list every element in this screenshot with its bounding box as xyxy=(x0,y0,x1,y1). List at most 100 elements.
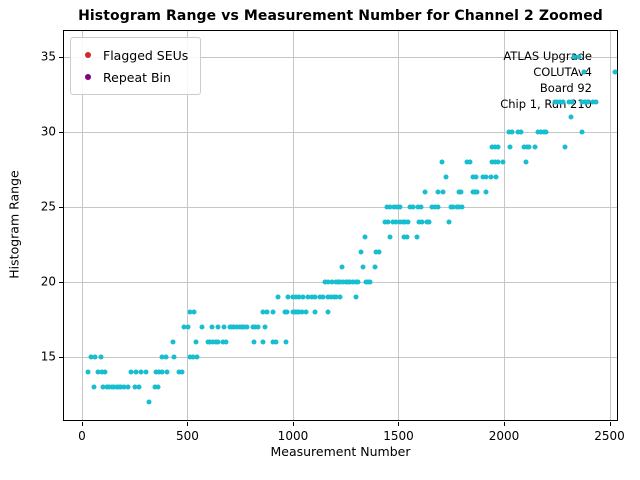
data-point xyxy=(317,294,323,300)
data-point xyxy=(372,264,378,270)
data-point xyxy=(571,54,577,60)
data-point xyxy=(387,204,393,210)
x-gridline xyxy=(81,31,83,420)
flagged-seus-marker-icon xyxy=(85,52,91,58)
data-point xyxy=(422,189,428,195)
data-point xyxy=(483,189,489,195)
x-gridline xyxy=(187,31,189,420)
plot-area: 0 500 1000 1500 2000 2500 15 20 25 30 35 xyxy=(41,30,625,443)
data-point xyxy=(215,324,221,330)
data-point xyxy=(541,129,547,135)
data-point xyxy=(612,69,618,75)
data-point xyxy=(325,294,331,300)
data-point xyxy=(552,99,558,105)
data-point xyxy=(385,219,391,225)
data-point xyxy=(273,339,279,345)
data-point xyxy=(270,339,276,345)
annotation-line-1: ATLAS Upgrade xyxy=(503,49,592,63)
y-tick-label: 20 xyxy=(40,274,56,289)
data-point xyxy=(283,339,289,345)
x-tick xyxy=(398,422,400,426)
data-point xyxy=(569,99,575,105)
data-point xyxy=(470,189,476,195)
data-point xyxy=(521,144,527,150)
data-point xyxy=(405,219,411,225)
data-point xyxy=(303,309,309,315)
data-point xyxy=(523,159,528,165)
data-point xyxy=(401,234,407,240)
data-point xyxy=(194,354,200,360)
data-point xyxy=(400,219,406,225)
x-gridline xyxy=(609,31,611,420)
data-point xyxy=(415,204,421,210)
annotation-line-3: Board 92 xyxy=(539,81,592,95)
annotation-line-2: COLUTAv4 xyxy=(533,65,592,79)
data-point xyxy=(136,384,142,390)
data-point xyxy=(104,384,110,390)
data-point xyxy=(284,309,290,315)
data-point xyxy=(325,279,331,285)
data-point xyxy=(300,294,306,300)
data-point xyxy=(456,204,462,210)
data-point xyxy=(459,204,465,210)
y-gridline xyxy=(64,207,617,209)
data-point xyxy=(435,189,441,195)
data-point xyxy=(312,309,318,315)
data-point xyxy=(305,294,311,300)
data-point xyxy=(440,189,446,195)
data-point xyxy=(464,159,470,165)
x-tick-label: 1500 xyxy=(383,429,414,443)
data-point xyxy=(507,144,513,150)
data-point xyxy=(193,339,199,345)
data-point xyxy=(234,324,240,330)
data-point xyxy=(156,369,162,375)
data-point xyxy=(568,114,574,120)
data-point xyxy=(132,384,138,390)
data-point xyxy=(473,174,479,180)
data-point xyxy=(164,369,170,375)
data-point xyxy=(146,399,152,405)
x-gridline xyxy=(292,31,294,420)
data-point xyxy=(418,204,424,210)
data-point xyxy=(106,384,112,390)
data-point xyxy=(450,204,456,210)
data-point xyxy=(448,204,454,210)
data-point xyxy=(190,354,196,360)
data-point xyxy=(424,219,430,225)
data-point xyxy=(199,324,205,330)
x-tick-label: 2500 xyxy=(594,429,625,443)
legend: Flagged SEUs Repeat Bin xyxy=(70,37,202,95)
data-point xyxy=(207,339,213,345)
data-point xyxy=(376,249,382,255)
data-point xyxy=(260,309,266,315)
data-point xyxy=(299,309,305,315)
data-point xyxy=(275,294,281,300)
data-point xyxy=(181,324,187,330)
data-point xyxy=(360,264,366,270)
data-point xyxy=(393,219,399,225)
data-point xyxy=(95,369,101,375)
data-point xyxy=(121,384,127,390)
data-point xyxy=(554,99,560,105)
data-point xyxy=(593,99,599,105)
x-tick-label: 0 xyxy=(78,429,86,443)
data-point xyxy=(347,279,353,285)
data-point xyxy=(312,294,318,300)
data-point xyxy=(470,174,476,180)
data-point xyxy=(492,159,498,165)
x-gridline xyxy=(503,31,505,420)
data-point xyxy=(474,189,480,195)
data-point xyxy=(560,99,566,105)
data-point xyxy=(404,234,410,240)
data-point xyxy=(153,369,159,375)
data-point xyxy=(518,129,524,135)
data-point xyxy=(579,99,585,105)
data-point xyxy=(582,99,588,105)
data-point xyxy=(152,384,158,390)
y-tick-label: 15 xyxy=(40,349,56,364)
x-tick-label: 2000 xyxy=(488,429,520,443)
data-point xyxy=(98,354,103,360)
data-point xyxy=(467,159,473,165)
data-point xyxy=(532,144,538,150)
